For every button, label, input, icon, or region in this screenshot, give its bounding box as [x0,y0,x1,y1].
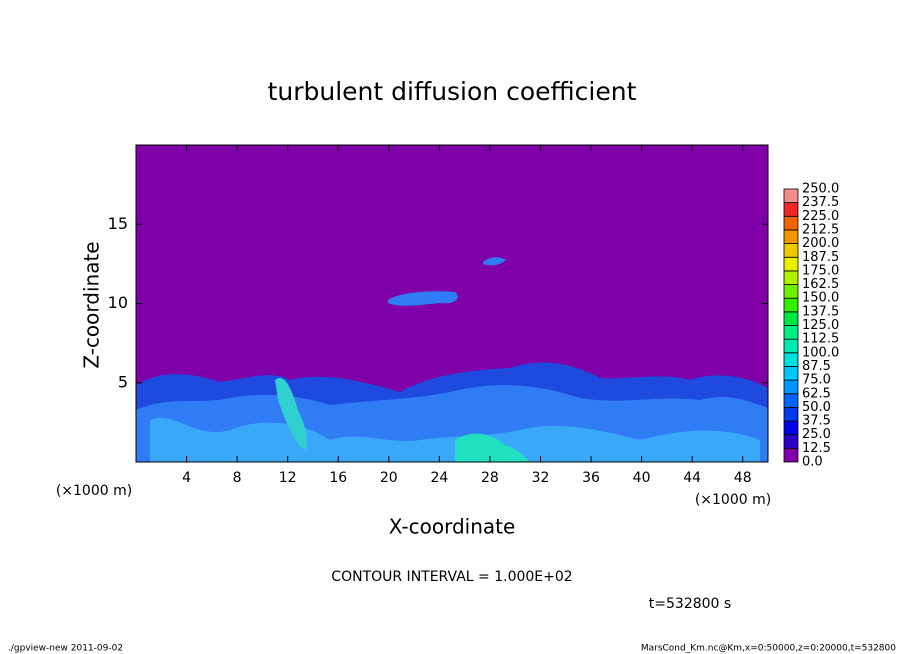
x-tick-label: 16 [329,470,347,486]
x-tick-label: 48 [734,470,752,486]
colorbar-label: 212.5 [802,222,839,237]
footer-right: MarsCond_Km.nc@Km,x=0:50000,z=0:20000,t=… [641,644,896,654]
chart-title: turbulent diffusion coefficient [268,77,637,106]
colorbar-swatch [783,188,799,204]
colorbar-label: 87.5 [802,359,831,374]
x-tick-label: 32 [532,470,550,486]
colorbar-swatch [783,393,799,408]
colorbar-swatch [783,379,799,395]
footer-left: ./gpview-new 2011-09-02 [8,644,123,654]
colorbar-swatch [783,270,799,285]
x-tick-label: 12 [279,470,297,486]
contour-interval: CONTOUR INTERVAL = 1.000E+02 [331,569,572,585]
x-tick-label: 20 [380,470,398,486]
colorbar-swatch [783,447,799,463]
y-axis-label: Z-coordinate [80,241,104,368]
colorbar-label: 137.5 [802,304,839,319]
field-layer [136,257,768,462]
x-unit: (×1000 m) [695,492,771,508]
colorbar-label: 75.0 [802,373,831,388]
colorbar-label: 25.0 [802,427,831,442]
colorbar-label: 150.0 [802,291,839,306]
x-tick-label: 4 [182,470,191,486]
colorbar-label: 62.5 [802,386,831,401]
colorbar-label: 112.5 [802,332,839,347]
colorbar-swatch [783,297,799,313]
colorbar-label: 50.0 [802,400,831,415]
colorbar-swatch [783,256,799,272]
colorbar-swatch [783,284,799,299]
colorbar-swatch [783,229,799,244]
colorbar-swatch [783,243,799,258]
colorbar-label: 100.0 [802,345,839,360]
colorbar-swatch [783,215,799,231]
colorbar-label: 175.0 [802,263,839,278]
time-label: t=532800 s [649,596,731,612]
x-axis-label: X-coordinate [389,515,516,539]
colorbar-label: 187.5 [802,250,839,265]
x-tick-label: 44 [683,470,701,486]
x-tick-label: 24 [430,470,448,486]
colorbar-label: 0.0 [802,455,823,470]
x-unit: (×1000 m) [56,483,132,499]
colorbar-swatch [783,420,799,436]
y-tick-label: 15 [108,214,128,233]
colorbar-swatch [783,311,799,326]
colorbar-label: 12.5 [802,441,831,456]
colorbar-swatch [783,434,799,449]
colorbar-swatch [783,366,799,381]
x-tick-label: 40 [633,470,651,486]
x-tick-label: 36 [582,470,600,486]
x-tick-label: 28 [481,470,499,486]
colorbar-label: 250.0 [802,182,839,197]
colorbar-swatch [783,202,799,217]
colorbar-swatch [783,325,799,340]
colorbar-label: 125.0 [802,318,839,333]
colorbar-label: 200.0 [802,236,839,251]
colorbar-label: 225.0 [802,209,839,224]
x-tick-label: 8 [233,470,242,486]
colorbar-label: 37.5 [802,414,831,429]
colorbar-swatch [783,352,799,367]
colorbar-swatch [783,406,799,422]
colorbar-label: 237.5 [802,195,839,210]
y-tick-label: 10 [108,293,128,312]
colorbar-swatch [783,338,799,354]
y-tick-label: 5 [118,372,128,391]
colorbar-label: 162.5 [802,277,839,292]
